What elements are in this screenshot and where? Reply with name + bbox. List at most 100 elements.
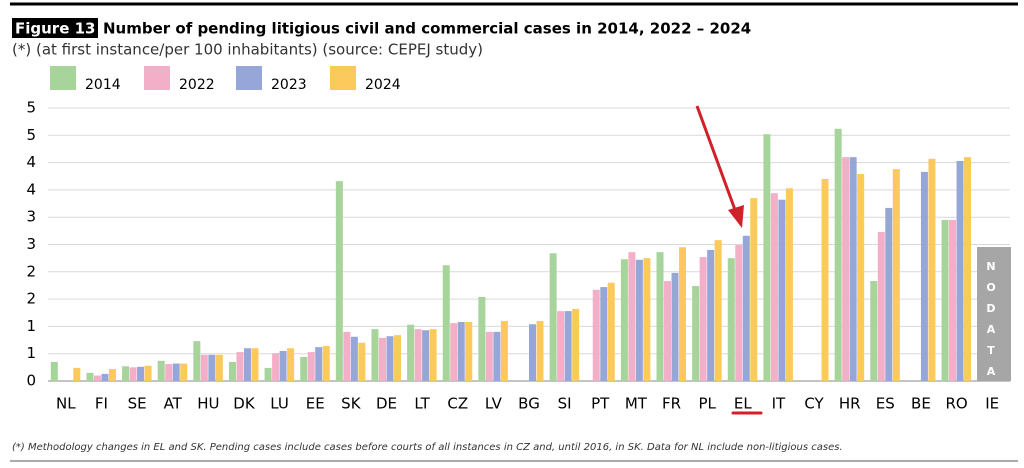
bar — [707, 249, 715, 381]
bar — [350, 336, 358, 381]
bar — [236, 352, 244, 381]
bar — [264, 367, 272, 381]
bar — [500, 320, 508, 381]
x-tick-label: BE — [911, 395, 931, 413]
bar — [180, 363, 188, 381]
bar — [122, 366, 130, 381]
bar — [857, 174, 865, 381]
bar — [763, 134, 771, 381]
bar — [549, 253, 557, 381]
y-tick-label: 3 — [26, 208, 36, 226]
bar — [73, 367, 81, 381]
bar — [628, 252, 636, 381]
bar — [307, 352, 315, 381]
bar — [564, 311, 572, 381]
x-tick-label: CY — [804, 395, 824, 413]
x-tick-label: PT — [591, 395, 610, 413]
bar — [920, 171, 928, 381]
bar — [137, 366, 145, 381]
x-tick-label: FR — [662, 395, 681, 413]
x-tick-label: HU — [197, 395, 219, 413]
bar — [422, 330, 430, 381]
legend-swatch — [144, 66, 170, 90]
bar — [50, 361, 58, 381]
bar — [200, 354, 208, 381]
y-tick-label: 5 — [26, 126, 36, 144]
bar — [144, 365, 152, 381]
bar — [770, 193, 778, 381]
bar — [572, 308, 580, 381]
bar — [414, 329, 422, 381]
x-tick-label: RO — [945, 395, 967, 413]
bar — [457, 322, 465, 381]
bar — [870, 281, 878, 381]
bar — [101, 373, 109, 381]
no-data-box — [977, 247, 1011, 381]
arrow-head — [728, 205, 744, 228]
x-tick-label: LU — [270, 395, 289, 413]
x-tick-label: SK — [341, 395, 362, 413]
bar — [442, 265, 450, 381]
x-tick-label: EE — [306, 395, 325, 413]
y-tick-label: 1 — [26, 344, 36, 362]
bar — [378, 337, 386, 381]
x-tick-label: PL — [698, 395, 716, 413]
bar — [287, 348, 295, 381]
figure-label: Figure 13 — [15, 20, 95, 38]
bar — [478, 296, 486, 381]
bar — [129, 367, 137, 381]
bar — [172, 363, 180, 381]
x-tick-label: LV — [485, 395, 503, 413]
bar — [251, 348, 259, 381]
y-tick-label: 5 — [26, 99, 36, 117]
bar — [93, 375, 101, 381]
y-tick-label: 0 — [26, 372, 36, 390]
x-tick-label: AT — [164, 395, 183, 413]
bar — [165, 364, 173, 381]
y-tick-label: 3 — [26, 235, 36, 253]
bar — [407, 324, 415, 381]
bar — [208, 354, 216, 381]
x-tick-label: SE — [128, 395, 147, 413]
bar — [157, 360, 165, 381]
legend-label: 2023 — [271, 77, 307, 93]
y-tick-label: 4 — [26, 153, 36, 171]
x-tick-label: FI — [95, 395, 108, 413]
x-tick-label: DE — [376, 395, 397, 413]
bar — [386, 336, 394, 381]
bar — [465, 322, 473, 381]
bar — [842, 157, 850, 381]
bar — [664, 281, 672, 381]
bar — [692, 285, 700, 381]
bar — [735, 245, 743, 381]
bar — [300, 356, 308, 381]
x-tick-label: EL — [734, 395, 752, 413]
x-tick-label: LT — [414, 395, 430, 413]
legend-label: 2014 — [85, 77, 121, 93]
bar — [322, 346, 330, 381]
bar — [885, 207, 893, 381]
bar — [849, 157, 857, 381]
chart-subtitle: (*) (at first instance/per 100 inhabitan… — [12, 41, 483, 59]
bar — [493, 331, 501, 381]
x-tick-label: HR — [839, 395, 861, 413]
footnote: (*) Methodology changes in EL and SK. Pe… — [12, 442, 843, 453]
bar — [877, 231, 885, 381]
x-tick-label: SI — [558, 395, 572, 413]
bar — [272, 353, 280, 381]
bar — [279, 350, 287, 381]
x-tick-label: BG — [518, 395, 540, 413]
x-tick-label: NL — [56, 395, 76, 413]
bar — [949, 219, 957, 381]
bar — [215, 354, 223, 381]
bar — [450, 323, 458, 381]
bar — [193, 341, 201, 381]
bar — [536, 320, 544, 381]
bar — [785, 188, 793, 381]
bar — [714, 240, 722, 381]
bar — [750, 198, 758, 381]
bar — [941, 219, 949, 381]
bar — [315, 347, 323, 381]
bar — [393, 335, 401, 381]
legend-swatch — [330, 66, 356, 90]
